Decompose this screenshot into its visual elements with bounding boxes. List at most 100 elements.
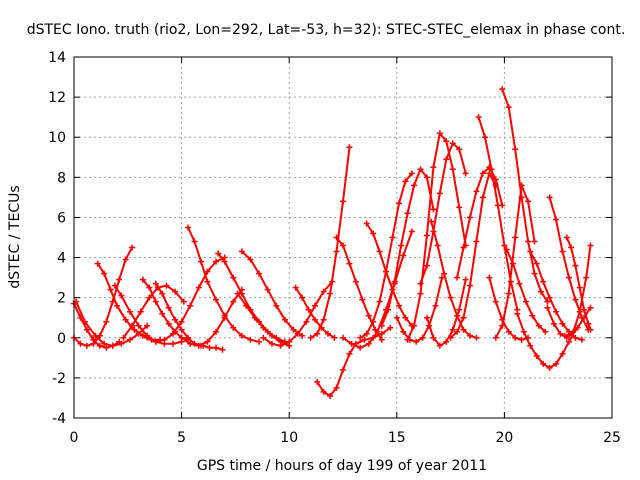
data-point-plus-marker bbox=[327, 392, 334, 399]
data-point-plus-marker bbox=[159, 310, 166, 317]
data-point-plus-marker bbox=[395, 302, 402, 309]
data-point-plus-marker bbox=[215, 250, 222, 257]
series-trace bbox=[516, 312, 577, 369]
data-point-plus-marker bbox=[540, 360, 547, 367]
data-point-plus-marker bbox=[163, 282, 170, 289]
data-series bbox=[314, 324, 394, 399]
data-point-plus-marker bbox=[393, 314, 400, 321]
data-point-plus-marker bbox=[578, 336, 585, 343]
data-point-plus-marker bbox=[417, 166, 424, 173]
data-point-plus-marker bbox=[131, 326, 138, 333]
data-series bbox=[260, 278, 336, 349]
data-point-plus-marker bbox=[460, 244, 467, 251]
data-point-plus-marker bbox=[449, 326, 456, 333]
data-point-plus-marker bbox=[247, 256, 254, 263]
data-point-plus-marker bbox=[77, 340, 84, 347]
data-point-plus-marker bbox=[146, 284, 153, 291]
data-point-plus-marker bbox=[292, 284, 299, 291]
data-point-plus-marker bbox=[581, 306, 588, 313]
data-point-plus-marker bbox=[417, 280, 424, 287]
series-trace bbox=[501, 88, 549, 303]
data-point-plus-marker bbox=[475, 114, 482, 121]
data-point-plus-marker bbox=[363, 330, 370, 337]
data-point-plus-marker bbox=[299, 294, 306, 301]
series-trace bbox=[202, 344, 224, 351]
data-point-plus-marker bbox=[320, 388, 327, 395]
data-point-plus-marker bbox=[172, 316, 179, 323]
data-point-plus-marker bbox=[118, 292, 125, 299]
data-point-plus-marker bbox=[221, 258, 228, 265]
series-trace bbox=[456, 166, 504, 279]
data-point-plus-marker bbox=[479, 170, 486, 177]
data-series bbox=[499, 86, 551, 305]
data-point-plus-marker bbox=[213, 328, 220, 335]
data-point-plus-marker bbox=[443, 156, 450, 163]
data-point-plus-marker bbox=[456, 204, 463, 211]
data-point-plus-marker bbox=[428, 218, 435, 225]
data-point-plus-marker bbox=[460, 314, 467, 321]
data-point-plus-marker bbox=[546, 194, 553, 201]
data-point-plus-marker bbox=[305, 306, 312, 313]
data-point-plus-marker bbox=[454, 328, 461, 335]
data-point-plus-marker bbox=[230, 274, 237, 281]
data-point-plus-marker bbox=[90, 336, 97, 343]
data-point-plus-marker bbox=[408, 228, 415, 235]
data-point-plus-marker bbox=[122, 316, 129, 323]
data-series bbox=[200, 342, 226, 353]
data-point-plus-marker bbox=[187, 302, 194, 309]
data-point-plus-marker bbox=[527, 248, 534, 255]
data-point-plus-marker bbox=[454, 274, 461, 281]
data-point-plus-marker bbox=[505, 104, 512, 111]
data-point-plus-marker bbox=[200, 342, 207, 349]
data-point-plus-marker bbox=[486, 274, 493, 281]
series-trace bbox=[141, 278, 190, 341]
data-point-plus-marker bbox=[488, 166, 495, 173]
data-point-plus-marker bbox=[482, 134, 489, 141]
data-point-plus-marker bbox=[154, 284, 161, 291]
data-series bbox=[215, 250, 288, 345]
data-point-plus-marker bbox=[430, 206, 437, 213]
data-point-plus-marker bbox=[576, 308, 583, 315]
data-point-plus-marker bbox=[180, 298, 187, 305]
data-point-plus-marker bbox=[395, 200, 402, 207]
x-tick-label: 25 bbox=[603, 430, 621, 446]
data-series bbox=[238, 248, 306, 339]
data-point-plus-marker bbox=[535, 322, 542, 329]
data-point-plus-marker bbox=[514, 310, 521, 317]
data-point-plus-marker bbox=[441, 270, 448, 277]
data-point-plus-marker bbox=[161, 336, 168, 343]
data-point-plus-marker bbox=[144, 334, 151, 341]
data-point-plus-marker bbox=[206, 344, 213, 351]
data-point-plus-marker bbox=[460, 326, 467, 333]
data-point-plus-marker bbox=[159, 290, 166, 297]
data-point-plus-marker bbox=[423, 232, 430, 239]
data-point-plus-marker bbox=[583, 274, 590, 281]
data-point-plus-marker bbox=[419, 334, 426, 341]
data-point-plus-marker bbox=[563, 234, 570, 241]
x-tick-label: 15 bbox=[388, 430, 406, 446]
data-point-plus-marker bbox=[494, 202, 501, 209]
data-point-plus-marker bbox=[378, 330, 385, 337]
data-point-plus-marker bbox=[340, 334, 346, 341]
data-point-plus-marker bbox=[268, 332, 275, 339]
data-point-plus-marker bbox=[178, 326, 185, 333]
data-point-plus-marker bbox=[525, 198, 532, 205]
data-point-plus-marker bbox=[333, 248, 340, 255]
data-point-plus-marker bbox=[361, 336, 368, 343]
data-point-plus-marker bbox=[411, 322, 418, 329]
data-point-plus-marker bbox=[312, 316, 319, 323]
data-point-plus-marker bbox=[376, 298, 383, 305]
data-point-plus-marker bbox=[238, 332, 245, 339]
x-tick-label: 20 bbox=[495, 430, 513, 446]
data-series bbox=[185, 224, 263, 345]
y-tick-label: 6 bbox=[57, 210, 66, 226]
data-point-plus-marker bbox=[473, 188, 480, 195]
data-point-plus-marker bbox=[540, 278, 547, 285]
data-point-plus-marker bbox=[518, 336, 525, 343]
grid bbox=[74, 57, 612, 418]
data-point-plus-marker bbox=[404, 210, 411, 217]
y-tick-label: 4 bbox=[57, 251, 66, 267]
data-point-plus-marker bbox=[423, 262, 430, 269]
data-point-plus-marker bbox=[333, 384, 340, 391]
data-point-plus-marker bbox=[129, 322, 136, 329]
